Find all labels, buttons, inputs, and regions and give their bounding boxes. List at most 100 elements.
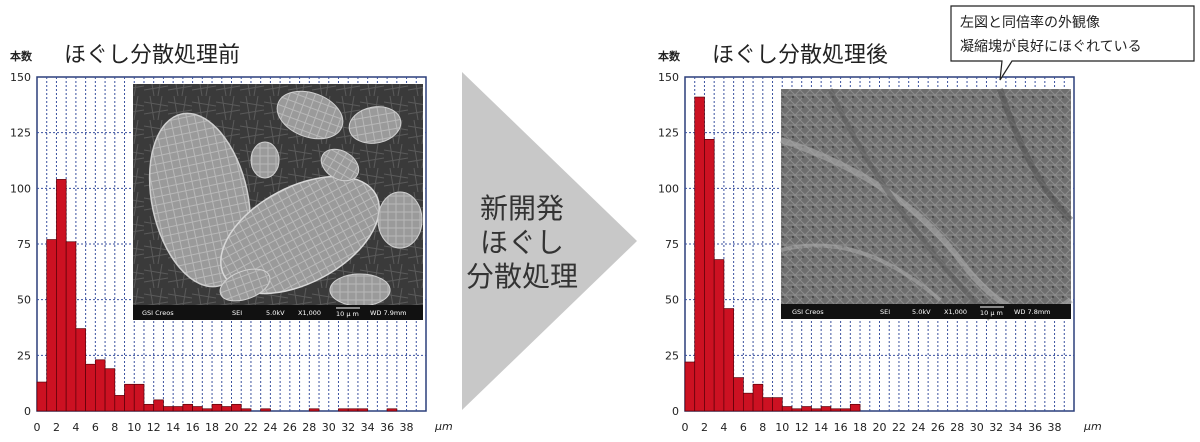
x-tick-label: 12 <box>147 421 161 434</box>
x-tick-label: 4 <box>720 421 727 434</box>
bar <box>75 328 86 412</box>
bar <box>704 138 715 412</box>
x-tick-label: 22 <box>244 421 258 434</box>
bar <box>104 368 116 412</box>
x-tick-label: 8 <box>111 421 118 434</box>
x-tick-label: 18 <box>853 421 867 434</box>
bar <box>347 408 359 412</box>
sem-before-brand: GSI Creos <box>142 309 174 317</box>
bar <box>762 397 773 412</box>
sem-before-kv: 5.0kV <box>266 309 285 317</box>
chart-after-y-axis: 0 25 50 75 100 125 150 <box>658 71 679 418</box>
bar <box>733 377 744 412</box>
bar <box>308 408 320 412</box>
bar <box>338 408 349 412</box>
x-tick-label: 2 <box>701 421 708 434</box>
y-tick-label: 50 <box>17 294 31 307</box>
y-tick-label: 0 <box>24 405 31 418</box>
y-tick-label: 25 <box>665 349 679 362</box>
bar <box>231 403 242 412</box>
x-tick-label: 24 <box>911 421 925 434</box>
x-tick-label: 26 <box>931 421 945 434</box>
y-tick-label: 25 <box>17 349 31 362</box>
sem-before-scale: 10 μ m <box>336 310 359 318</box>
x-tick-label: 8 <box>759 421 766 434</box>
chart-before-x-axis: 0 2 4 6 8 10 12 14 16 18 20 22 24 26 28 30 32 34 36 38 <box>34 421 414 434</box>
bar <box>192 406 203 412</box>
chart-before-title: ほぐし分散処理前 <box>64 43 240 68</box>
sem-after-brand: GSI Creos <box>792 308 824 316</box>
chart-before-xlabel: μm <box>434 420 453 433</box>
bar <box>811 408 822 412</box>
x-tick-label: 12 <box>795 421 809 434</box>
bar <box>182 403 193 412</box>
y-tick-label: 150 <box>10 71 31 84</box>
bar <box>201 408 213 412</box>
bar <box>46 239 57 412</box>
bar <box>153 399 164 412</box>
x-tick-label: 10 <box>127 421 141 434</box>
bar <box>172 406 184 412</box>
x-tick-label: 0 <box>34 421 41 434</box>
chart-after-ylabel: 本数 <box>658 49 681 63</box>
x-tick-label: 38 <box>1048 421 1062 434</box>
bar <box>820 406 832 412</box>
x-tick-label: 18 <box>205 421 219 434</box>
x-tick-label: 14 <box>166 421 180 434</box>
x-tick-label: 6 <box>92 421 99 434</box>
x-tick-label: 28 <box>302 421 316 434</box>
bar <box>694 96 705 412</box>
arrow-shape <box>462 72 637 410</box>
bar <box>163 406 174 412</box>
y-tick-label: 100 <box>10 182 31 195</box>
x-tick-label: 36 <box>1028 421 1042 434</box>
x-tick-label: 36 <box>380 421 394 434</box>
sem-before-mag: X1,000 <box>298 309 321 317</box>
sem-before-wd: WD 7.9mm <box>370 309 407 317</box>
bar <box>684 361 696 412</box>
x-tick-label: 20 <box>873 421 887 434</box>
sem-after-scale: 10 μ m <box>980 309 1003 317</box>
y-tick-label: 125 <box>10 127 31 140</box>
x-tick-label: 0 <box>682 421 689 434</box>
x-tick-label: 2 <box>53 421 60 434</box>
bar <box>791 408 803 412</box>
bar <box>260 408 271 412</box>
x-tick-label: 10 <box>775 421 789 434</box>
sem-after-wd: WD 7.8mm <box>1014 308 1051 316</box>
bar <box>801 406 812 412</box>
bar <box>781 406 793 412</box>
y-tick-label: 0 <box>672 405 679 418</box>
bar <box>36 381 48 412</box>
x-tick-label: 30 <box>970 421 984 434</box>
x-tick-label: 26 <box>283 421 297 434</box>
bar <box>240 408 252 412</box>
y-tick-label: 50 <box>665 294 679 307</box>
sem-after-kv: 5.0kV <box>912 308 931 316</box>
x-tick-label: 6 <box>740 421 747 434</box>
bar <box>849 403 861 412</box>
bar <box>65 241 77 412</box>
callout-box <box>950 5 1195 81</box>
x-tick-label: 38 <box>400 421 414 434</box>
bar <box>133 383 145 412</box>
bar <box>56 179 67 412</box>
bar <box>752 383 764 412</box>
arrow-line-2: ほぐし <box>480 226 564 259</box>
bar <box>840 408 851 412</box>
bar <box>713 259 725 412</box>
x-tick-label: 34 <box>1009 421 1023 434</box>
x-tick-label: 16 <box>834 421 848 434</box>
y-tick-label: 125 <box>658 127 679 140</box>
arrow-line-1: 新開発 <box>480 192 564 225</box>
chart-before-bars <box>36 179 398 412</box>
y-tick-label: 100 <box>658 182 679 195</box>
bar <box>357 408 368 412</box>
bar <box>772 397 783 412</box>
x-tick-label: 22 <box>892 421 906 434</box>
arrow-line-3: 分散処理 <box>466 260 578 293</box>
x-tick-label: 34 <box>361 421 375 434</box>
bar <box>723 308 734 412</box>
